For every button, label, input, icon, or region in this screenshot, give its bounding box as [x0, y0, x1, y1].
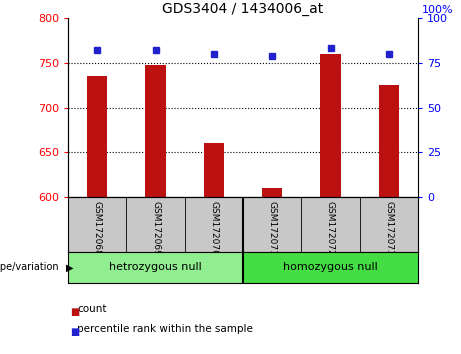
Text: ■: ■ — [71, 307, 80, 317]
Bar — [204, 143, 224, 197]
Text: genotype/variation: genotype/variation — [0, 263, 59, 273]
Text: homozygous null: homozygous null — [283, 263, 378, 273]
Text: hetrozygous null: hetrozygous null — [109, 263, 202, 273]
Text: GSM172071: GSM172071 — [268, 201, 277, 256]
Text: GSM172073: GSM172073 — [384, 201, 393, 256]
Text: 100%: 100% — [422, 5, 454, 15]
Text: GSM172070: GSM172070 — [209, 201, 219, 256]
Bar — [262, 188, 283, 197]
Text: GSM172072: GSM172072 — [326, 201, 335, 256]
Bar — [87, 76, 107, 197]
Bar — [145, 65, 165, 197]
Bar — [68, 252, 243, 283]
Bar — [378, 85, 399, 197]
Text: count: count — [77, 304, 106, 314]
Title: GDS3404 / 1434006_at: GDS3404 / 1434006_at — [162, 1, 324, 16]
Bar — [320, 54, 341, 197]
Text: GSM172069: GSM172069 — [151, 201, 160, 256]
Bar — [243, 252, 418, 283]
Text: ■: ■ — [71, 326, 80, 337]
Text: percentile rank within the sample: percentile rank within the sample — [77, 324, 253, 334]
Text: ▶: ▶ — [66, 263, 73, 273]
Text: GSM172068: GSM172068 — [93, 201, 102, 256]
